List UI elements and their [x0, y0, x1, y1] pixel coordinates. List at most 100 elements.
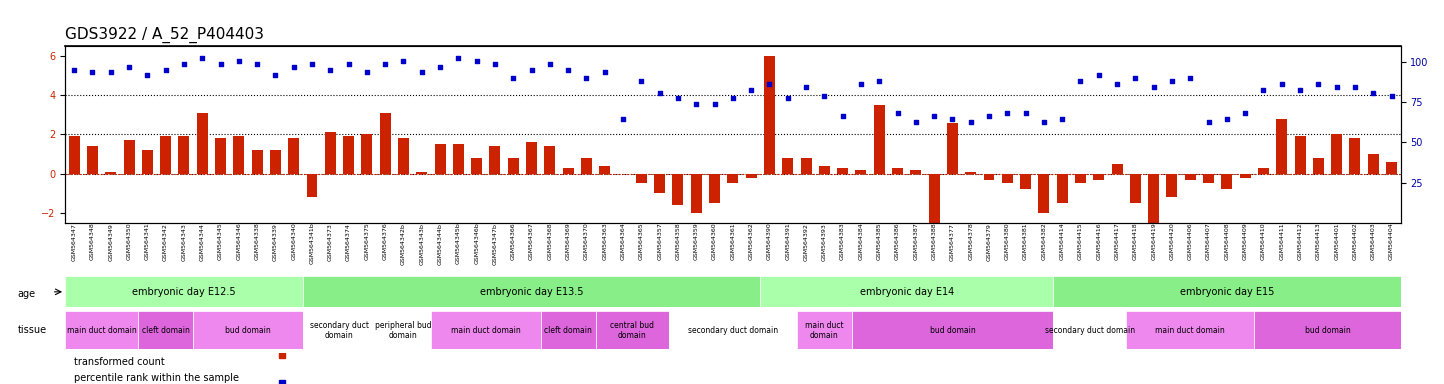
Text: bud domain: bud domain: [225, 326, 271, 335]
Bar: [1038, 174, 1050, 213]
Text: GSM564358: GSM564358: [676, 223, 680, 260]
Text: GSM564373: GSM564373: [328, 223, 332, 261]
Point: [978, 113, 1001, 119]
Text: GDS3922 / A_52_P404403: GDS3922 / A_52_P404403: [65, 27, 264, 43]
Text: embryonic day E13.5: embryonic day E13.5: [479, 287, 583, 297]
Text: GSM564338: GSM564338: [254, 223, 260, 260]
Text: GSM564345: GSM564345: [218, 223, 222, 260]
Bar: [471, 158, 482, 174]
Text: GSM564339: GSM564339: [273, 223, 277, 261]
Text: embryonic day E12.5: embryonic day E12.5: [131, 287, 235, 297]
Point: [429, 64, 452, 70]
Bar: [1239, 174, 1251, 177]
Text: GSM564369: GSM564369: [566, 223, 570, 260]
Point: [1362, 89, 1385, 96]
Bar: [965, 172, 976, 174]
Text: GSM564375: GSM564375: [364, 223, 370, 260]
Text: GSM564417: GSM564417: [1115, 223, 1119, 260]
Bar: [709, 174, 721, 203]
Point: [832, 113, 855, 119]
Text: GSM564367: GSM564367: [529, 223, 534, 260]
Text: GSM564381: GSM564381: [1024, 223, 1028, 260]
Bar: [892, 168, 902, 174]
Point: [336, 61, 360, 67]
Point: [868, 78, 891, 84]
Point: [1343, 84, 1366, 90]
Text: GSM564404: GSM564404: [1389, 223, 1393, 260]
FancyBboxPatch shape: [797, 311, 852, 349]
Text: GSM564344b: GSM564344b: [438, 223, 442, 265]
Bar: [599, 166, 611, 174]
Point: [264, 72, 287, 78]
Point: [739, 87, 762, 93]
Bar: [874, 105, 885, 174]
Text: GSM564376: GSM564376: [383, 223, 387, 260]
Point: [501, 75, 524, 81]
Point: [904, 119, 927, 125]
Bar: [800, 158, 812, 174]
Bar: [1184, 174, 1196, 180]
Point: [1271, 81, 1294, 87]
Text: GSM564368: GSM564368: [547, 223, 553, 260]
Point: [410, 70, 433, 76]
Text: GSM564341: GSM564341: [144, 223, 150, 260]
Text: GSM564382: GSM564382: [1041, 223, 1047, 260]
Bar: [1258, 168, 1269, 174]
Bar: [325, 132, 336, 174]
Text: GSM564393: GSM564393: [822, 223, 827, 261]
Point: [648, 89, 671, 96]
Text: GSM564408: GSM564408: [1225, 223, 1229, 260]
Bar: [745, 174, 757, 177]
Text: GSM564419: GSM564419: [1151, 223, 1157, 260]
Text: GSM564383: GSM564383: [840, 223, 845, 260]
Text: cleft domain: cleft domain: [544, 326, 592, 335]
Point: [556, 66, 579, 73]
Text: secondary duct
domain: secondary duct domain: [310, 321, 368, 340]
Bar: [838, 168, 848, 174]
Point: [996, 110, 1019, 116]
FancyBboxPatch shape: [669, 311, 797, 349]
Text: GSM564346: GSM564346: [237, 223, 241, 260]
Text: peripheral bud
domain: peripheral bud domain: [375, 321, 432, 340]
Bar: [1313, 158, 1324, 174]
Text: GSM564391: GSM564391: [786, 223, 790, 260]
Point: [1252, 87, 1275, 93]
Point: [1197, 119, 1220, 125]
Bar: [87, 146, 98, 174]
Text: GSM564347b: GSM564347b: [492, 223, 498, 265]
Point: [1106, 81, 1129, 87]
Text: GSM564380: GSM564380: [1005, 223, 1009, 260]
Text: GSM564350: GSM564350: [127, 223, 131, 260]
Bar: [399, 138, 409, 174]
Text: GSM564409: GSM564409: [1243, 223, 1248, 260]
Text: GSM564345b: GSM564345b: [456, 223, 461, 265]
Point: [172, 61, 195, 67]
Bar: [690, 174, 702, 213]
Point: [62, 66, 85, 73]
Point: [300, 61, 323, 67]
Text: GSM564384: GSM564384: [858, 223, 864, 260]
Point: [684, 101, 708, 107]
Text: GSM564385: GSM564385: [877, 223, 882, 260]
Point: [1233, 110, 1256, 116]
Text: GSM564403: GSM564403: [1370, 223, 1376, 260]
Bar: [160, 136, 170, 174]
Bar: [580, 158, 592, 174]
Bar: [179, 136, 189, 174]
FancyBboxPatch shape: [1255, 311, 1401, 349]
Text: GSM564415: GSM564415: [1079, 223, 1083, 260]
FancyBboxPatch shape: [595, 311, 669, 349]
Text: GSM564378: GSM564378: [967, 223, 973, 260]
Text: embryonic day E15: embryonic day E15: [1180, 287, 1274, 297]
Text: GSM564416: GSM564416: [1096, 223, 1102, 260]
FancyBboxPatch shape: [303, 311, 375, 349]
Bar: [910, 170, 921, 174]
Point: [703, 101, 726, 107]
Bar: [1295, 136, 1305, 174]
Text: tissue: tissue: [17, 325, 46, 335]
Text: GSM564413: GSM564413: [1315, 223, 1321, 260]
Point: [539, 61, 562, 67]
Text: GSM564365: GSM564365: [638, 223, 644, 260]
Bar: [819, 166, 830, 174]
Bar: [544, 146, 556, 174]
